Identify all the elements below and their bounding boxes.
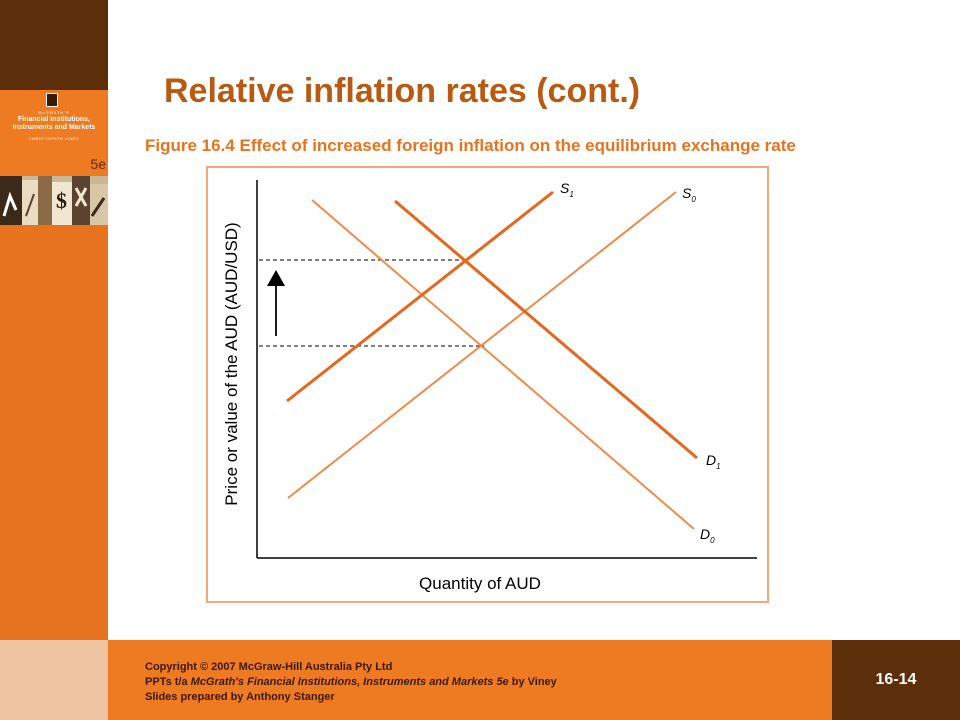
appreciation-arrow-head <box>267 270 285 286</box>
x-axis-label: Quantity of AUD <box>419 574 541 593</box>
book-title: Financial Institutions, Instruments and … <box>12 116 96 131</box>
slide-title: Relative inflation rates (cont.) <box>164 72 641 110</box>
sidebar-top-block <box>0 0 108 90</box>
demand-curve-d0 <box>311 199 695 530</box>
book-edition: 5e <box>90 156 106 172</box>
supply-curve-s0 <box>287 191 677 499</box>
label-s1: S1 <box>560 180 574 199</box>
label-s0: S0 <box>682 185 696 204</box>
slides-author-line: Slides prepared by Anthony Stanger <box>145 691 335 703</box>
slide-number: 16-14 <box>875 671 917 688</box>
copyright-line: Copyright © 2007 McGraw-Hill Australia P… <box>145 661 393 673</box>
copyright-notice: Copyright © 2007 McGraw-Hill Australia P… <box>145 660 557 705</box>
footer-corner-block <box>0 640 108 720</box>
ppt-credit-line: PPTs t/a McGrath's Financial Institution… <box>145 676 557 688</box>
book-author: CHRISTOPHER VINEY <box>28 136 80 141</box>
demand-curve-d1 <box>394 199 698 460</box>
supply-demand-chart: S1 S0 D1 D0 Quantity of AUD Price or val… <box>222 180 757 593</box>
chart-frame: S1 S0 D1 D0 Quantity of AUD Price or val… <box>206 166 769 603</box>
figure-caption: Figure 16.4 Effect of increased foreign … <box>145 136 796 155</box>
supply-curve-s1 <box>286 190 554 403</box>
slide-number-box: 16-14 <box>832 640 960 720</box>
publisher-logo-icon <box>46 93 58 107</box>
y-axis-label: Price or value of the AUD (AUD/USD) <box>222 222 241 505</box>
label-d1: D1 <box>706 452 721 471</box>
svg-text:$: $ <box>56 188 67 213</box>
book-cover: McGRATH'S Financial Institutions, Instru… <box>0 90 108 225</box>
label-d0: D0 <box>700 526 715 545</box>
book-cover-collage-image: $ <box>0 176 108 225</box>
book-series: McGRATH'S <box>38 110 70 115</box>
sidebar: McGRATH'S Financial Institutions, Instru… <box>0 0 108 640</box>
footer: Copyright © 2007 McGraw-Hill Australia P… <box>0 640 960 720</box>
